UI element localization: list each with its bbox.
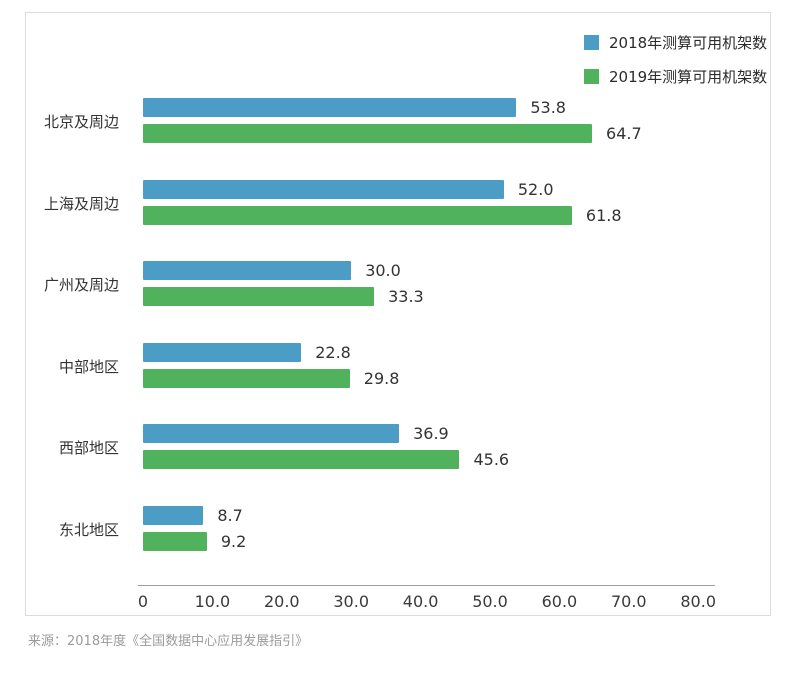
legend-item-label: 2019年测算可用机架数 bbox=[609, 68, 768, 86]
x-axis-line bbox=[138, 585, 715, 586]
bar-2018 bbox=[143, 505, 204, 525]
category-label: 北京及周边 bbox=[43, 113, 119, 131]
category-label: 上海及周边 bbox=[43, 194, 119, 213]
bar-group: 西部地区 36.9 45.6 bbox=[26, 424, 772, 469]
x-axis: 0 10.0 20.0 30.0 40.0 50.0 60.0 70.0 80.0 bbox=[26, 592, 772, 612]
bar-value-label: 22.8 bbox=[315, 342, 351, 362]
category-label: 中部地区 bbox=[58, 357, 119, 376]
x-tick-label: 20.0 bbox=[263, 592, 300, 611]
bar-value-label: 33.3 bbox=[388, 287, 424, 306]
plot-area: 北京及周边 53.8 64.7 上海及周边 52.0 61.8 广州及周边 30.0 33.3 中… bbox=[26, 13, 772, 617]
bar-value-label: 36.9 bbox=[413, 424, 449, 443]
chart-card: 2018年测算可用机架数 2019年测算可用机架数 北京及周边 53.8 64.7 上海… bbox=[25, 12, 771, 616]
x-tick-label: 10.0 bbox=[194, 592, 231, 611]
bar-2018 bbox=[143, 342, 302, 362]
bar-2019 bbox=[143, 287, 375, 306]
bar-2019 bbox=[143, 450, 460, 469]
bar-value-label: 45.6 bbox=[473, 450, 510, 469]
x-tick-label: 40.0 bbox=[402, 592, 439, 611]
bar-value-label: 52.0 bbox=[517, 179, 554, 199]
legend-item-label: 2018年测算可用机架数 bbox=[609, 34, 768, 52]
bar-2018 bbox=[143, 424, 400, 443]
x-tick-label: 0 bbox=[137, 592, 149, 611]
category-label: 西部地区 bbox=[58, 439, 119, 457]
x-tick-label: 50.0 bbox=[472, 592, 508, 611]
bar-group: 北京及周边 53.8 64.7 bbox=[26, 98, 772, 143]
legend-swatch-icon bbox=[584, 35, 599, 50]
x-tick-label: 30.0 bbox=[333, 592, 369, 611]
legend-item-2018: 2018年测算可用机架数 bbox=[584, 32, 767, 53]
x-tick-label: 80.0 bbox=[680, 592, 716, 611]
bar-2018 bbox=[143, 179, 504, 199]
bar-value-label: 53.8 bbox=[530, 98, 566, 117]
legend-swatch-icon bbox=[584, 69, 599, 84]
category-label: 广州及周边 bbox=[43, 276, 119, 294]
bar-2018 bbox=[143, 98, 517, 117]
bar-2019 bbox=[143, 205, 572, 225]
category-label: 东北地区 bbox=[58, 520, 119, 539]
bar-group: 东北地区 8.7 9.2 bbox=[26, 505, 772, 551]
bar-2019 bbox=[143, 531, 207, 551]
bar-value-label: 29.8 bbox=[363, 368, 400, 388]
bar-group: 上海及周边 52.0 61.8 bbox=[26, 179, 772, 225]
bar-group: 中部地区 22.8 29.8 bbox=[26, 342, 772, 388]
bar-value-label: 61.8 bbox=[585, 205, 622, 225]
legend-item-2019: 2019年测算可用机架数 bbox=[584, 66, 767, 87]
source-note: 来源：2018年度《全国数据中心应用发展指引》 bbox=[28, 634, 309, 649]
bar-value-label: 9.2 bbox=[220, 531, 247, 551]
bar-2019 bbox=[143, 368, 350, 388]
x-tick-label: 60.0 bbox=[541, 592, 578, 611]
bar-2018 bbox=[143, 261, 352, 280]
bar-group: 广州及周边 30.0 33.3 bbox=[26, 261, 772, 306]
bar-2019 bbox=[143, 124, 593, 143]
bar-value-label: 30.0 bbox=[365, 261, 401, 280]
legend: 2018年测算可用机架数 2019年测算可用机架数 bbox=[584, 32, 767, 87]
bar-value-label: 8.7 bbox=[217, 505, 243, 525]
x-tick-label: 70.0 bbox=[610, 592, 647, 611]
bar-value-label: 64.7 bbox=[606, 124, 642, 143]
